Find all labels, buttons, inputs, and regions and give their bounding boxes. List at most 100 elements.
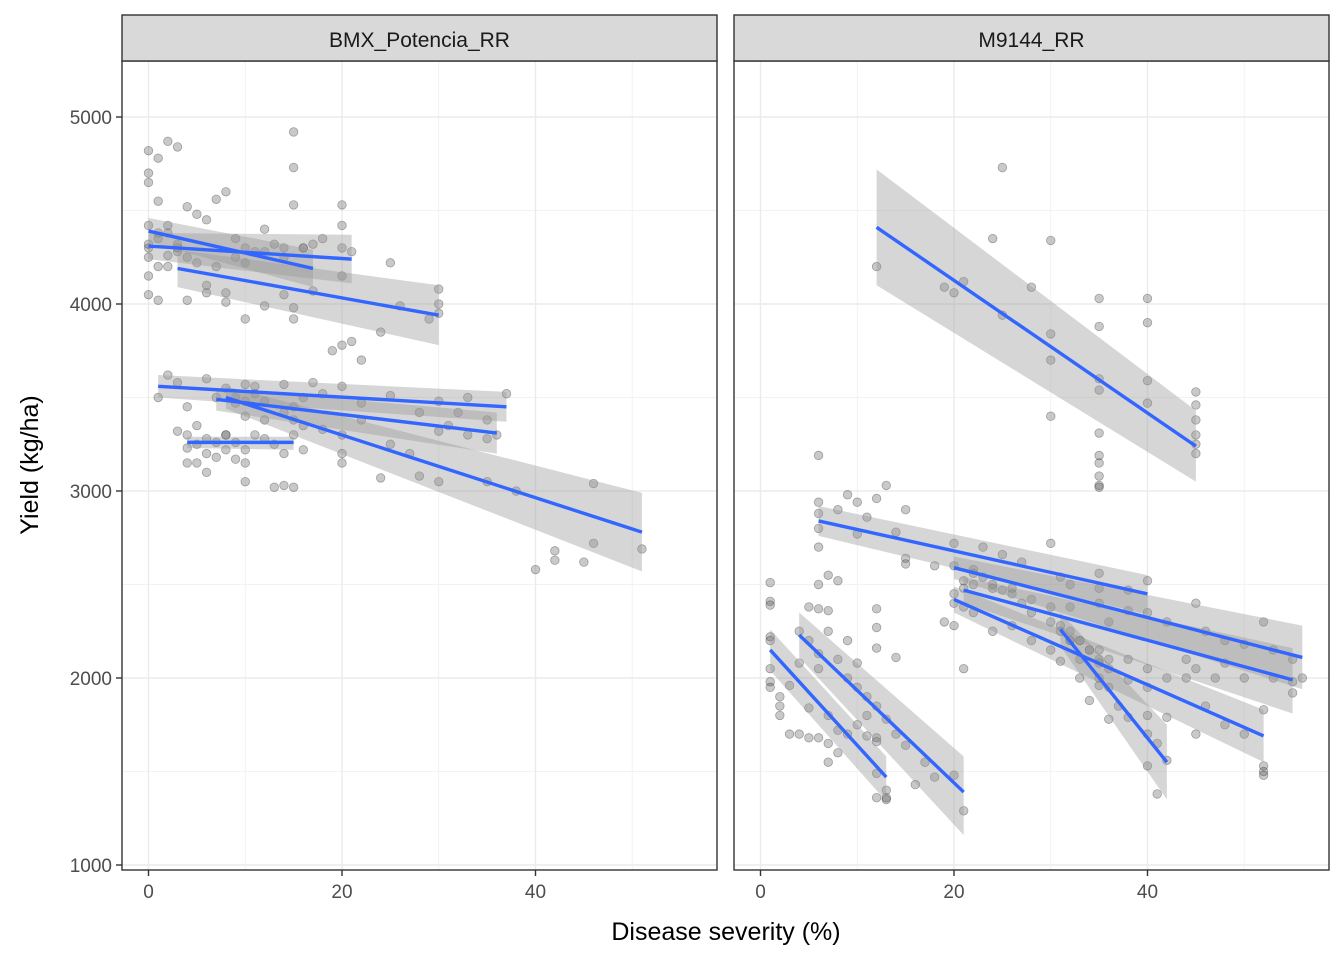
- data-point: [794, 729, 804, 739]
- data-point: [988, 579, 998, 590]
- data-point: [385, 439, 396, 449]
- data-point: [1094, 482, 1104, 492]
- panel-content: [143, 127, 647, 575]
- data-point: [871, 604, 882, 614]
- x-tick-label: 40: [525, 882, 546, 903]
- data-point: [891, 652, 901, 663]
- data-point: [833, 748, 843, 758]
- data-point: [172, 142, 183, 152]
- data-point: [833, 654, 843, 665]
- data-point: [804, 733, 814, 743]
- data-point: [842, 635, 853, 646]
- data-point: [823, 738, 833, 749]
- data-point: [949, 620, 959, 631]
- data-point: [414, 471, 425, 481]
- y-axis-title: Yield (kg/ha): [16, 395, 44, 534]
- data-point: [337, 458, 347, 468]
- data-point: [881, 794, 891, 805]
- data-point: [1152, 789, 1162, 799]
- data-point: [163, 136, 173, 147]
- data-point: [221, 445, 231, 455]
- panel-background: [734, 61, 1329, 870]
- data-point: [1026, 594, 1037, 605]
- confidence-band: [876, 169, 1196, 482]
- data-point: [192, 420, 202, 431]
- data-point: [920, 757, 930, 767]
- data-point: [153, 261, 163, 272]
- data-point: [1075, 635, 1085, 646]
- data-point: [784, 680, 795, 691]
- data-point: [765, 577, 775, 588]
- data-point: [182, 252, 192, 262]
- data-point: [862, 710, 872, 721]
- data-point: [1065, 579, 1075, 590]
- regression-line: [953, 566, 1303, 660]
- data-point: [1287, 688, 1298, 698]
- facet-label: BMX_Potencia_RR: [329, 29, 510, 52]
- data-point: [1142, 293, 1153, 304]
- data-point: [298, 243, 309, 253]
- data-point: [900, 505, 911, 515]
- data-point: [765, 663, 775, 674]
- x-tick-label: 0: [143, 882, 154, 903]
- data-point: [891, 729, 901, 739]
- data-point: [1162, 712, 1172, 722]
- data-point: [163, 370, 173, 380]
- data-point: [813, 663, 824, 674]
- data-point: [1065, 626, 1075, 636]
- facet-strip: [121, 14, 718, 62]
- data-point: [978, 542, 988, 552]
- data-point: [1046, 617, 1056, 627]
- data-point: [1046, 355, 1056, 365]
- facet-label: M9144_RR: [978, 29, 1084, 52]
- data-point: [1046, 602, 1056, 612]
- data-point: [1142, 375, 1153, 386]
- regression-line: [177, 266, 440, 317]
- data-point: [1084, 695, 1095, 706]
- data-point: [1162, 673, 1172, 683]
- data-point: [949, 589, 959, 599]
- data-point: [929, 561, 940, 571]
- data-point: [279, 379, 289, 390]
- data-point: [182, 458, 192, 468]
- data-point: [288, 162, 299, 173]
- data-point: [172, 426, 183, 436]
- x-tick-label: 0: [755, 882, 766, 903]
- data-point: [298, 243, 309, 253]
- data-point: [385, 258, 396, 268]
- data-point: [988, 233, 998, 244]
- data-point: [337, 243, 347, 253]
- data-point: [1104, 714, 1114, 724]
- data-point: [211, 452, 221, 463]
- data-point: [143, 177, 154, 188]
- data-point: [1075, 673, 1085, 683]
- data-point: [279, 448, 289, 459]
- confidence-band: [177, 249, 439, 346]
- data-point: [871, 736, 882, 747]
- data-point: [949, 538, 959, 549]
- data-point: [550, 555, 560, 565]
- data-point: [279, 480, 289, 491]
- data-point: [588, 538, 599, 549]
- y-tick-label: 1000: [70, 856, 112, 877]
- data-point: [463, 392, 473, 403]
- data-point: [939, 617, 950, 627]
- data-point: [163, 261, 173, 272]
- data-point: [813, 579, 824, 590]
- data-point: [775, 692, 785, 702]
- data-point: [153, 392, 163, 403]
- data-point: [501, 389, 512, 399]
- data-point: [958, 663, 969, 674]
- data-point: [1297, 673, 1308, 683]
- data-point: [1094, 480, 1104, 491]
- data-point: [900, 740, 911, 751]
- data-point: [308, 239, 318, 249]
- panel-background: [122, 61, 717, 870]
- data-point: [1142, 761, 1153, 771]
- data-point: [1094, 450, 1104, 461]
- data-point: [1258, 705, 1269, 715]
- data-point: [1046, 645, 1056, 655]
- regression-line: [158, 384, 507, 409]
- data-point: [813, 523, 824, 534]
- data-point: [376, 473, 386, 483]
